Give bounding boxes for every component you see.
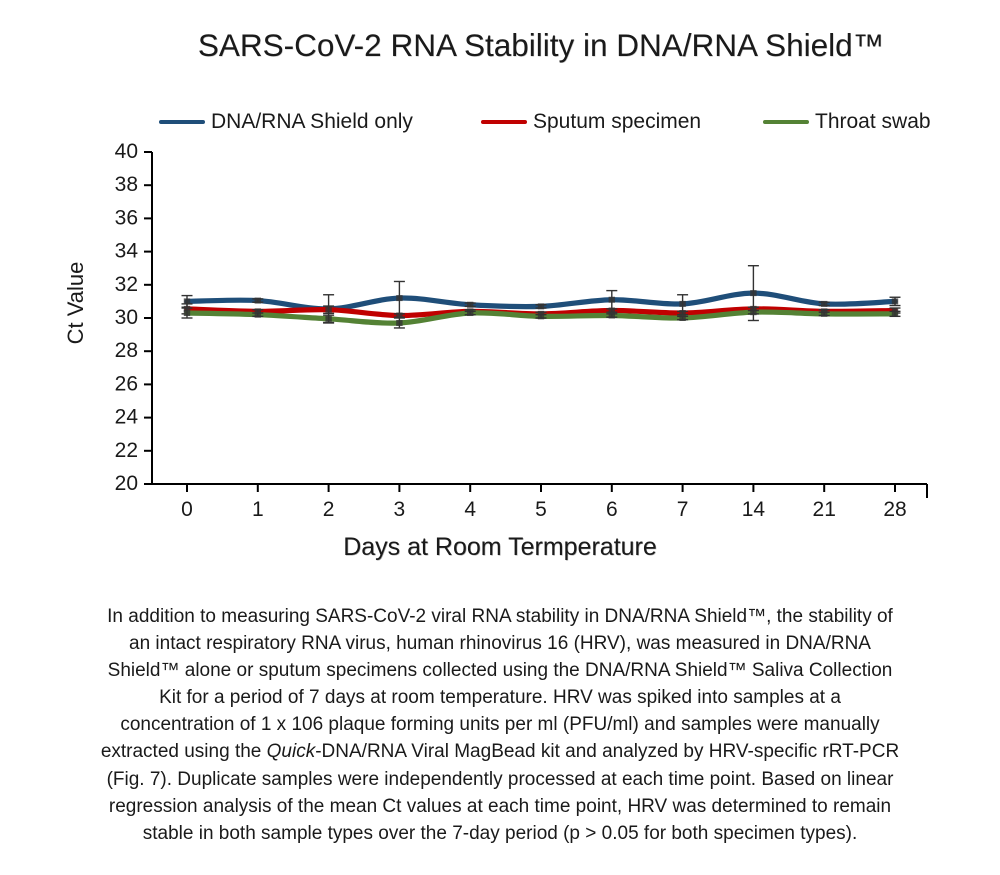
- svg-text:5: 5: [535, 498, 547, 521]
- svg-text:36: 36: [115, 206, 138, 229]
- svg-text:21: 21: [813, 498, 836, 521]
- svg-text:32: 32: [115, 273, 138, 296]
- svg-text:3: 3: [394, 498, 406, 521]
- svg-text:26: 26: [115, 372, 138, 395]
- svg-text:24: 24: [115, 406, 139, 429]
- svg-text:0: 0: [181, 498, 193, 521]
- svg-text:40: 40: [115, 140, 138, 163]
- svg-text:7: 7: [677, 498, 689, 521]
- svg-text:4: 4: [464, 498, 476, 521]
- svg-text:20: 20: [115, 472, 138, 495]
- svg-text:28: 28: [115, 339, 138, 362]
- svg-text:1: 1: [252, 498, 264, 521]
- svg-text:38: 38: [115, 173, 138, 196]
- svg-text:30: 30: [115, 306, 138, 329]
- svg-text:2: 2: [323, 498, 335, 521]
- svg-text:22: 22: [115, 439, 138, 462]
- svg-text:28: 28: [883, 498, 906, 521]
- svg-text:6: 6: [606, 498, 618, 521]
- svg-text:34: 34: [115, 240, 139, 263]
- svg-text:14: 14: [742, 498, 766, 521]
